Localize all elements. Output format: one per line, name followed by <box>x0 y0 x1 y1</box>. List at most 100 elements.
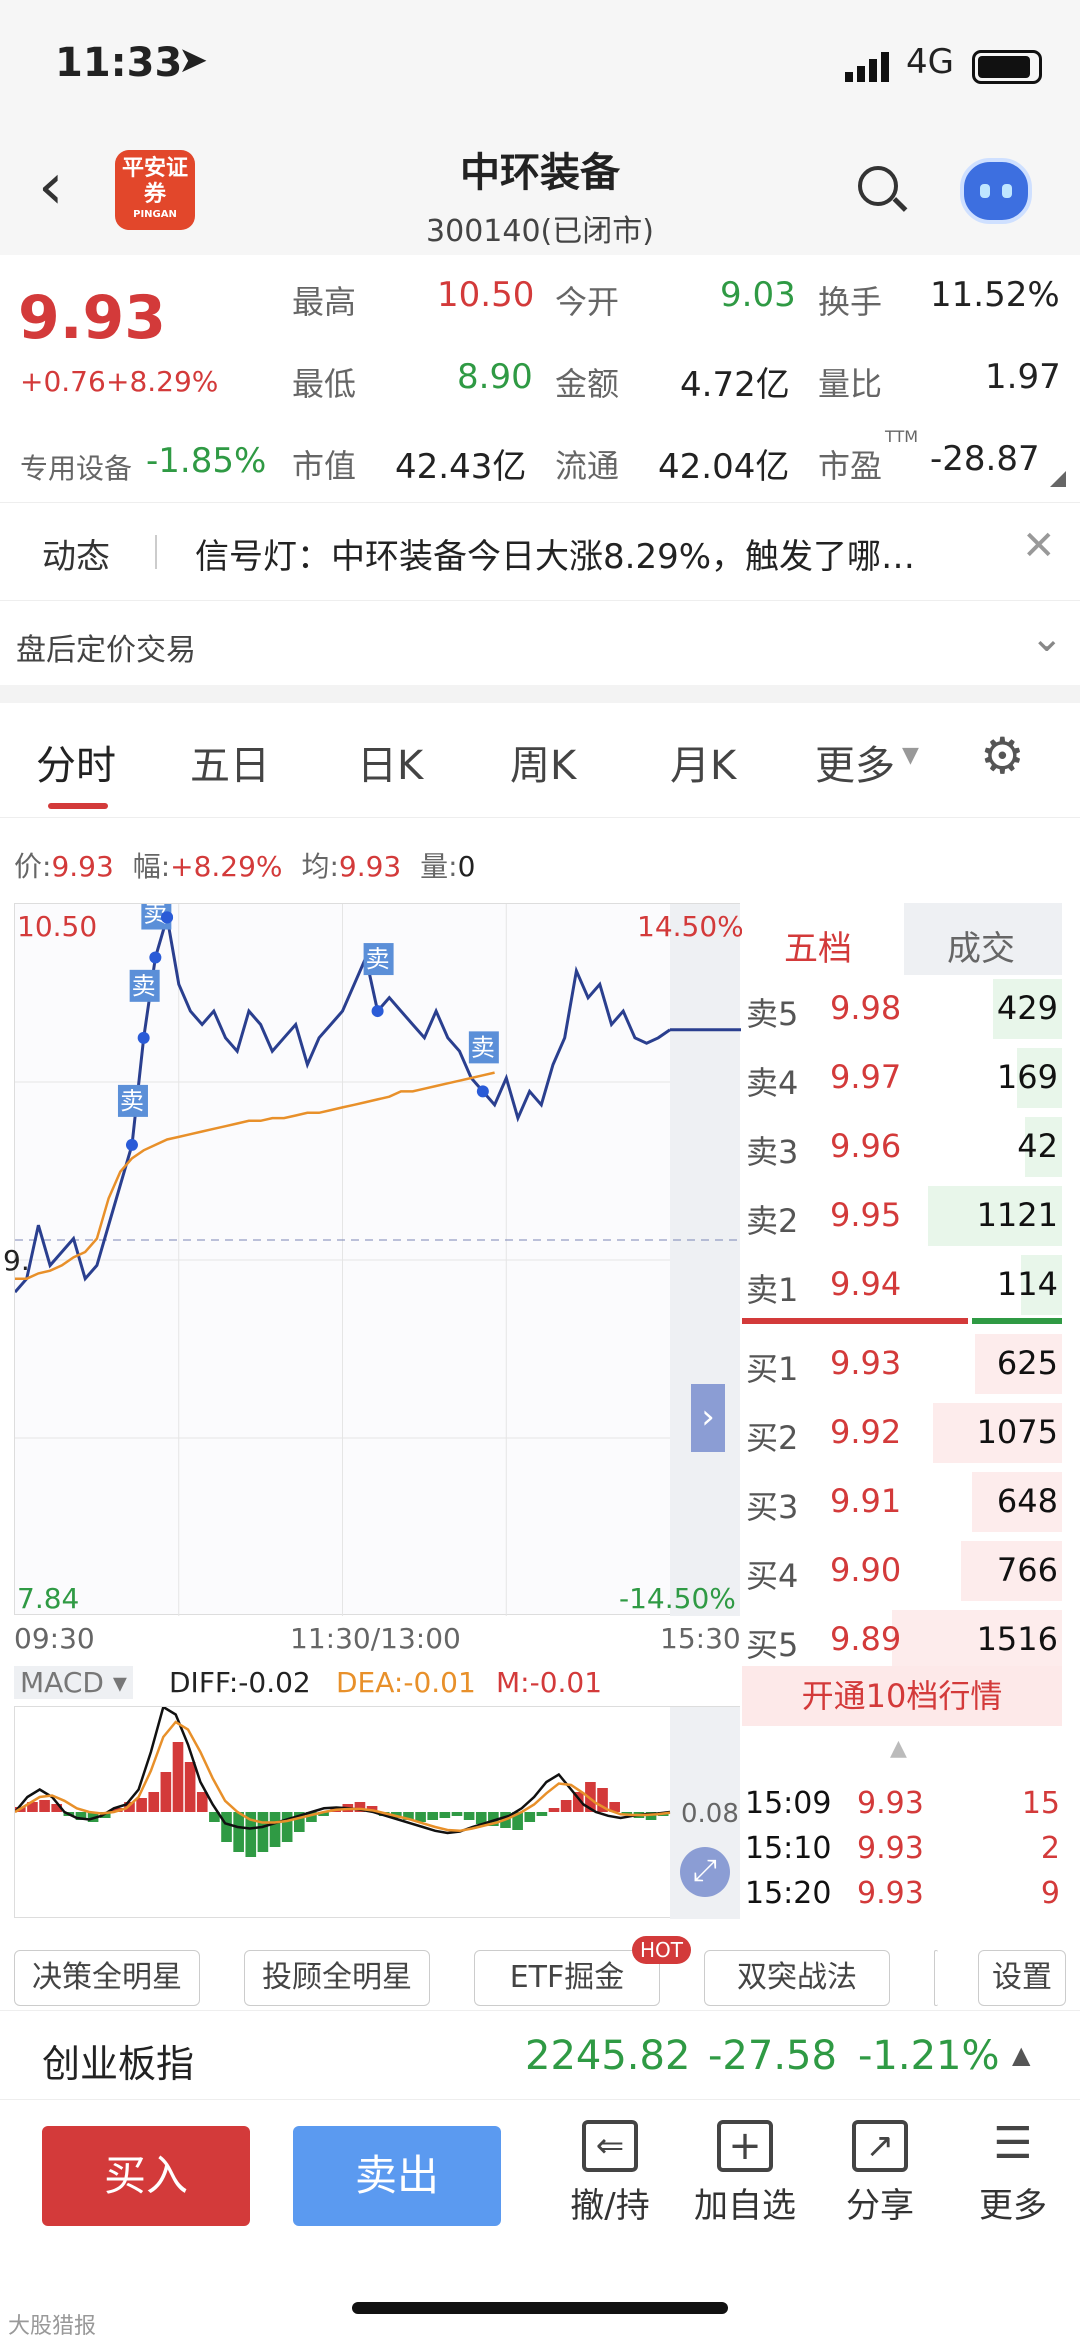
level-price: 9.97 <box>830 1058 902 1096</box>
macd-selector[interactable]: MACD ▾ <box>14 1666 133 1699</box>
tab-more[interactable]: 更多 <box>815 743 895 789</box>
robot-assistant-icon[interactable] <box>960 158 1032 224</box>
sell-marker-label: 卖 <box>143 904 167 928</box>
watermark: 大股猎报 <box>8 2314 97 2339</box>
bid-row[interactable]: 买5 9.89 1516 <box>742 1606 1062 1674</box>
intraday-chart[interactable]: 卖卖卖卖卖卖卖 10.50 9. 7.84 14.50% -14.50% › <box>3 903 744 1616</box>
y-axis-right-top-label: 14.50% <box>637 910 744 943</box>
tab-month-k[interactable]: 月K <box>670 743 737 789</box>
expand-orderbook-button[interactable]: › <box>691 1384 725 1452</box>
macd-bar <box>233 1812 244 1852</box>
volume-bar <box>932 1403 1062 1463</box>
level-label: 买1 <box>746 1350 799 1388</box>
macd-bar <box>281 1812 293 1842</box>
tab-five-levels[interactable]: 五档 <box>784 929 852 969</box>
tab-week-k[interactable]: 周K <box>510 743 577 789</box>
bid-row[interactable]: 买2 9.92 1075 <box>742 1399 1062 1467</box>
home-indicator <box>352 2302 728 2314</box>
level-volume: 648 <box>996 1482 1058 1520</box>
macd-chart[interactable]: 0.08 ⤢ <box>14 1706 740 1919</box>
sector-name[interactable]: 专用设备 <box>20 452 133 485</box>
level-label: 买2 <box>746 1419 799 1457</box>
bid-row[interactable]: 买4 9.90 766 <box>742 1537 1062 1605</box>
after-hours-row[interactable]: 盘后定价交易 ⌄ <box>0 600 1080 685</box>
macd-bar <box>645 1812 657 1820</box>
level-label: 卖2 <box>746 1202 799 1240</box>
high-label: 最高 <box>292 283 357 321</box>
float-value: 42.04亿 <box>658 447 790 487</box>
level-price: 9.92 <box>830 1413 902 1451</box>
macd-bar <box>415 1812 426 1822</box>
search-icon[interactable] <box>858 166 908 216</box>
cancel-hold-button[interactable]: ⇐ 撤/持 <box>555 2120 665 2227</box>
index-change: -27.58 <box>708 2033 837 2079</box>
macd-diff: DIFF:-0.02 <box>169 1666 311 1699</box>
chip-etf[interactable]: ETF掘金 <box>474 1950 660 2006</box>
share-button[interactable]: ↗ 分享 <box>825 2120 935 2227</box>
close-icon[interactable]: ✕ <box>1022 523 1056 569</box>
trade-point <box>161 911 174 924</box>
news-label: 动态 <box>42 537 110 577</box>
buy-button[interactable]: 买入 <box>42 2126 250 2226</box>
signal-icon <box>845 50 895 82</box>
status-time: 11:33 <box>55 40 183 86</box>
level-volume: 429 <box>996 989 1058 1027</box>
ask-row[interactable]: 卖5 9.98 429 <box>742 975 1062 1043</box>
chip-advisor-stars[interactable]: 投顾全明星 <box>244 1950 430 2006</box>
more-button[interactable]: ☰ 更多 <box>979 2118 1047 2227</box>
trade-volume: 9 <box>1040 1876 1060 1911</box>
sell-marker <box>117 1084 148 1117</box>
gear-icon[interactable]: ⚙ <box>980 727 1025 785</box>
macd-bar <box>39 1800 50 1812</box>
fullscreen-icon[interactable]: ⤢ <box>680 1847 730 1897</box>
news-text[interactable]: 信号灯：中环装备今日大涨8.29%，触发了哪… <box>195 537 916 577</box>
ask-row[interactable]: 卖2 9.95 1121 <box>742 1182 1062 1250</box>
macd-bar <box>585 1782 596 1812</box>
chip-settings[interactable]: 设置 <box>978 1950 1066 2006</box>
trade-point <box>125 1138 138 1151</box>
status-bar: 11:33 ➤ 4G <box>0 0 1080 130</box>
macd-bar <box>463 1812 475 1820</box>
back-icon[interactable]: ‹ <box>38 150 64 224</box>
upgrade-level2-button[interactable]: 开通10档行情 <box>742 1666 1062 1726</box>
chart-tabs: 分时 五日 日K 周K 月K 更多 ▼ ⚙ <box>0 703 1080 818</box>
tab-intraday[interactable]: 分时 <box>36 743 116 789</box>
level-label: 买5 <box>746 1626 799 1664</box>
macd-bar <box>536 1812 548 1816</box>
macd-bar <box>524 1812 536 1822</box>
amount-label: 金额 <box>555 365 620 403</box>
level-price: 9.90 <box>830 1551 902 1589</box>
ask-row[interactable]: 卖3 9.96 42 <box>742 1113 1062 1181</box>
bid-row[interactable]: 买1 9.93 625 <box>742 1330 1062 1398</box>
add-watchlist-button[interactable]: + 加自选 <box>690 2120 800 2227</box>
tab-day-k[interactable]: 日K <box>357 743 424 789</box>
news-ticker[interactable]: 动态 信号灯：中环装备今日大涨8.29%，触发了哪… ✕ <box>0 502 1080 600</box>
sell-marker-label: 卖 <box>132 972 156 1000</box>
level-volume: 169 <box>996 1058 1058 1096</box>
index-bar[interactable]: 创业板指 2245.82 -27.58 -1.21% ▲ <box>0 2010 1080 2100</box>
open-value: 9.03 <box>720 275 796 315</box>
caret-up-icon[interactable]: ▲ <box>1012 2041 1031 2069</box>
nav-bar: ‹ 平安证券 PINGAN 中环装备 300140(已闭市) <box>0 130 1080 255</box>
x-axis-label-mid: 11:30/13:00 <box>290 1622 461 1655</box>
chip-decision-stars[interactable]: 决策全明星 <box>14 1950 200 2006</box>
chart-info-line: 价:9.93 幅:+8.29% 均:9.93 量:0 <box>14 850 476 883</box>
macd-bar <box>427 1812 439 1820</box>
chip-double-breakout[interactable]: 双突战法 <box>704 1950 890 2006</box>
sell-button[interactable]: 卖出 <box>293 2126 501 2226</box>
tab-five-day[interactable]: 五日 <box>190 743 270 789</box>
volume-bar <box>928 1186 1062 1246</box>
level-label: 卖4 <box>746 1064 799 1102</box>
quote-panel: 9.93 +0.76 +8.29% 专用设备 -1.85% 最高 10.50 最… <box>0 255 1080 500</box>
plus-square-icon: + <box>717 2120 773 2172</box>
macd-bar <box>209 1812 220 1822</box>
chevron-down-icon[interactable]: ⌄ <box>1030 615 1064 661</box>
bid-row[interactable]: 买3 9.91 648 <box>742 1468 1062 1536</box>
ask-row[interactable]: 卖4 9.97 169 <box>742 1044 1062 1112</box>
sector-pct: -1.85% <box>146 441 267 481</box>
divider <box>155 535 157 569</box>
macd-bar <box>51 1804 63 1812</box>
ask-row[interactable]: 卖1 9.94 114 <box>742 1251 1062 1319</box>
tab-trades[interactable]: 成交 <box>947 929 1015 969</box>
y-axis-right-bottom-label: -14.50% <box>619 1582 736 1615</box>
